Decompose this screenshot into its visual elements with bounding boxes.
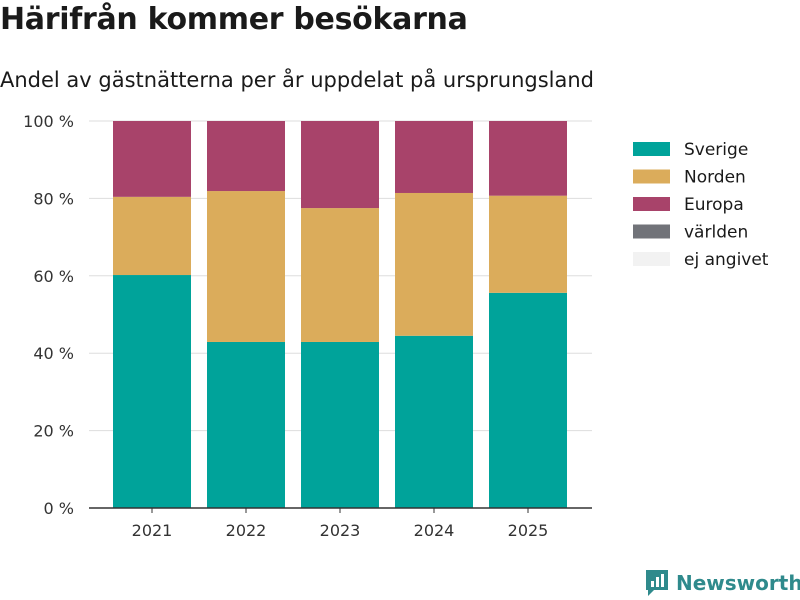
y-tick-label: 0 % (44, 499, 74, 518)
y-tick-label: 60 % (33, 267, 74, 286)
legend-label: ej angivet (684, 250, 769, 270)
bar-segment-europa (301, 121, 379, 209)
chart-title: Härifrån kommer besökarna (0, 2, 468, 37)
y-tick-label: 20 % (33, 422, 74, 441)
brand-logo: Newsworthy (644, 568, 800, 598)
legend-swatch (633, 142, 670, 156)
bar-segment-europa (395, 121, 473, 193)
legend-label: Europa (684, 195, 744, 215)
brand-name: Newsworthy (676, 571, 800, 595)
bar-segment-sverige (489, 292, 567, 508)
legend-swatch (633, 169, 670, 184)
y-tick-label: 80 % (33, 189, 74, 208)
legend-label: Norden (684, 168, 746, 188)
bar-segment-sverige (301, 341, 379, 508)
bar-segment-norden (207, 191, 285, 342)
x-tick-label: 2024 (414, 521, 455, 540)
newsworthy-logo-icon (646, 570, 668, 596)
bar-segment-europa (113, 121, 191, 197)
y-tick-label: 100 % (23, 112, 74, 131)
legend-swatch (633, 252, 670, 266)
legend-swatch (633, 224, 670, 239)
bar-segment-norden (301, 208, 379, 342)
y-tick-label: 40 % (33, 344, 74, 363)
x-tick-label: 2023 (320, 521, 361, 540)
legend-label: världen (684, 223, 748, 243)
bar-segment-sverige (113, 275, 191, 508)
legend-label: Sverige (684, 140, 748, 160)
bar-segment-norden (113, 196, 191, 276)
bar-segment-europa (489, 121, 567, 196)
x-tick-label: 2025 (508, 521, 549, 540)
chart-subtitle: Andel av gästnätterna per år uppdelat på… (0, 68, 594, 92)
bar-segment-norden (489, 195, 567, 293)
bar-segment-sverige (207, 341, 285, 508)
bar-segment-sverige (395, 335, 473, 508)
x-tick-label: 2021 (132, 521, 173, 540)
bar-segment-europa (207, 121, 285, 192)
x-tick-label: 2022 (226, 521, 267, 540)
legend-swatch (633, 197, 670, 211)
bar-segment-norden (395, 192, 473, 336)
